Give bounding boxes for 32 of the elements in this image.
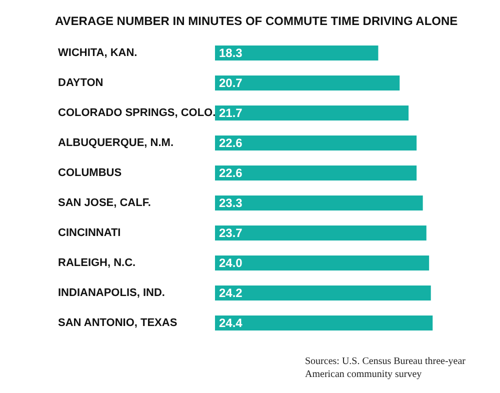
- bar: [215, 226, 426, 240]
- source-note: Sources: U.S. Census Bureau three-year American community survey: [305, 356, 468, 380]
- data-label: 20.7: [219, 76, 243, 90]
- y-tick-label: WICHITA, KAN.: [58, 47, 138, 59]
- bar: [215, 286, 431, 300]
- bar: [215, 316, 433, 330]
- y-tick-label: COLORADO SPRINGS, COLO.: [58, 107, 216, 119]
- y-tick-label: RALEIGH, N.C.: [58, 257, 136, 269]
- data-label: 22.6: [219, 166, 243, 180]
- bar: [215, 166, 417, 180]
- data-label: 23.7: [219, 226, 243, 240]
- bar: [215, 46, 378, 60]
- bar: [215, 136, 417, 150]
- bar: [215, 196, 423, 210]
- y-tick-label: INDIANAPOLIS, IND.: [58, 287, 165, 299]
- data-label: 18.3: [219, 46, 243, 60]
- bar: [215, 76, 400, 90]
- data-label: 23.3: [219, 196, 243, 210]
- chart-title: AVERAGE NUMBER IN MINUTES OF COMMUTE TIME DRIVING ALONE: [55, 14, 458, 28]
- bar: [215, 106, 409, 120]
- y-tick-label: COLUMBUS: [58, 167, 122, 179]
- bar: [215, 256, 430, 270]
- y-tick-label: SAN JOSE, CALF.: [58, 197, 151, 209]
- y-tick-label: ALBUQUERQUE, N.M.: [58, 137, 174, 149]
- data-label: 24.4: [219, 316, 243, 330]
- y-tick-label: DAYTON: [58, 77, 104, 89]
- data-label: 22.6: [219, 136, 243, 150]
- data-label: 24.0: [219, 256, 243, 270]
- y-tick-label: CINCINNATI: [58, 227, 121, 239]
- data-label: 24.2: [219, 286, 243, 300]
- data-label: 21.7: [219, 106, 243, 120]
- y-tick-label: SAN ANTONIO, TEXAS: [58, 317, 178, 329]
